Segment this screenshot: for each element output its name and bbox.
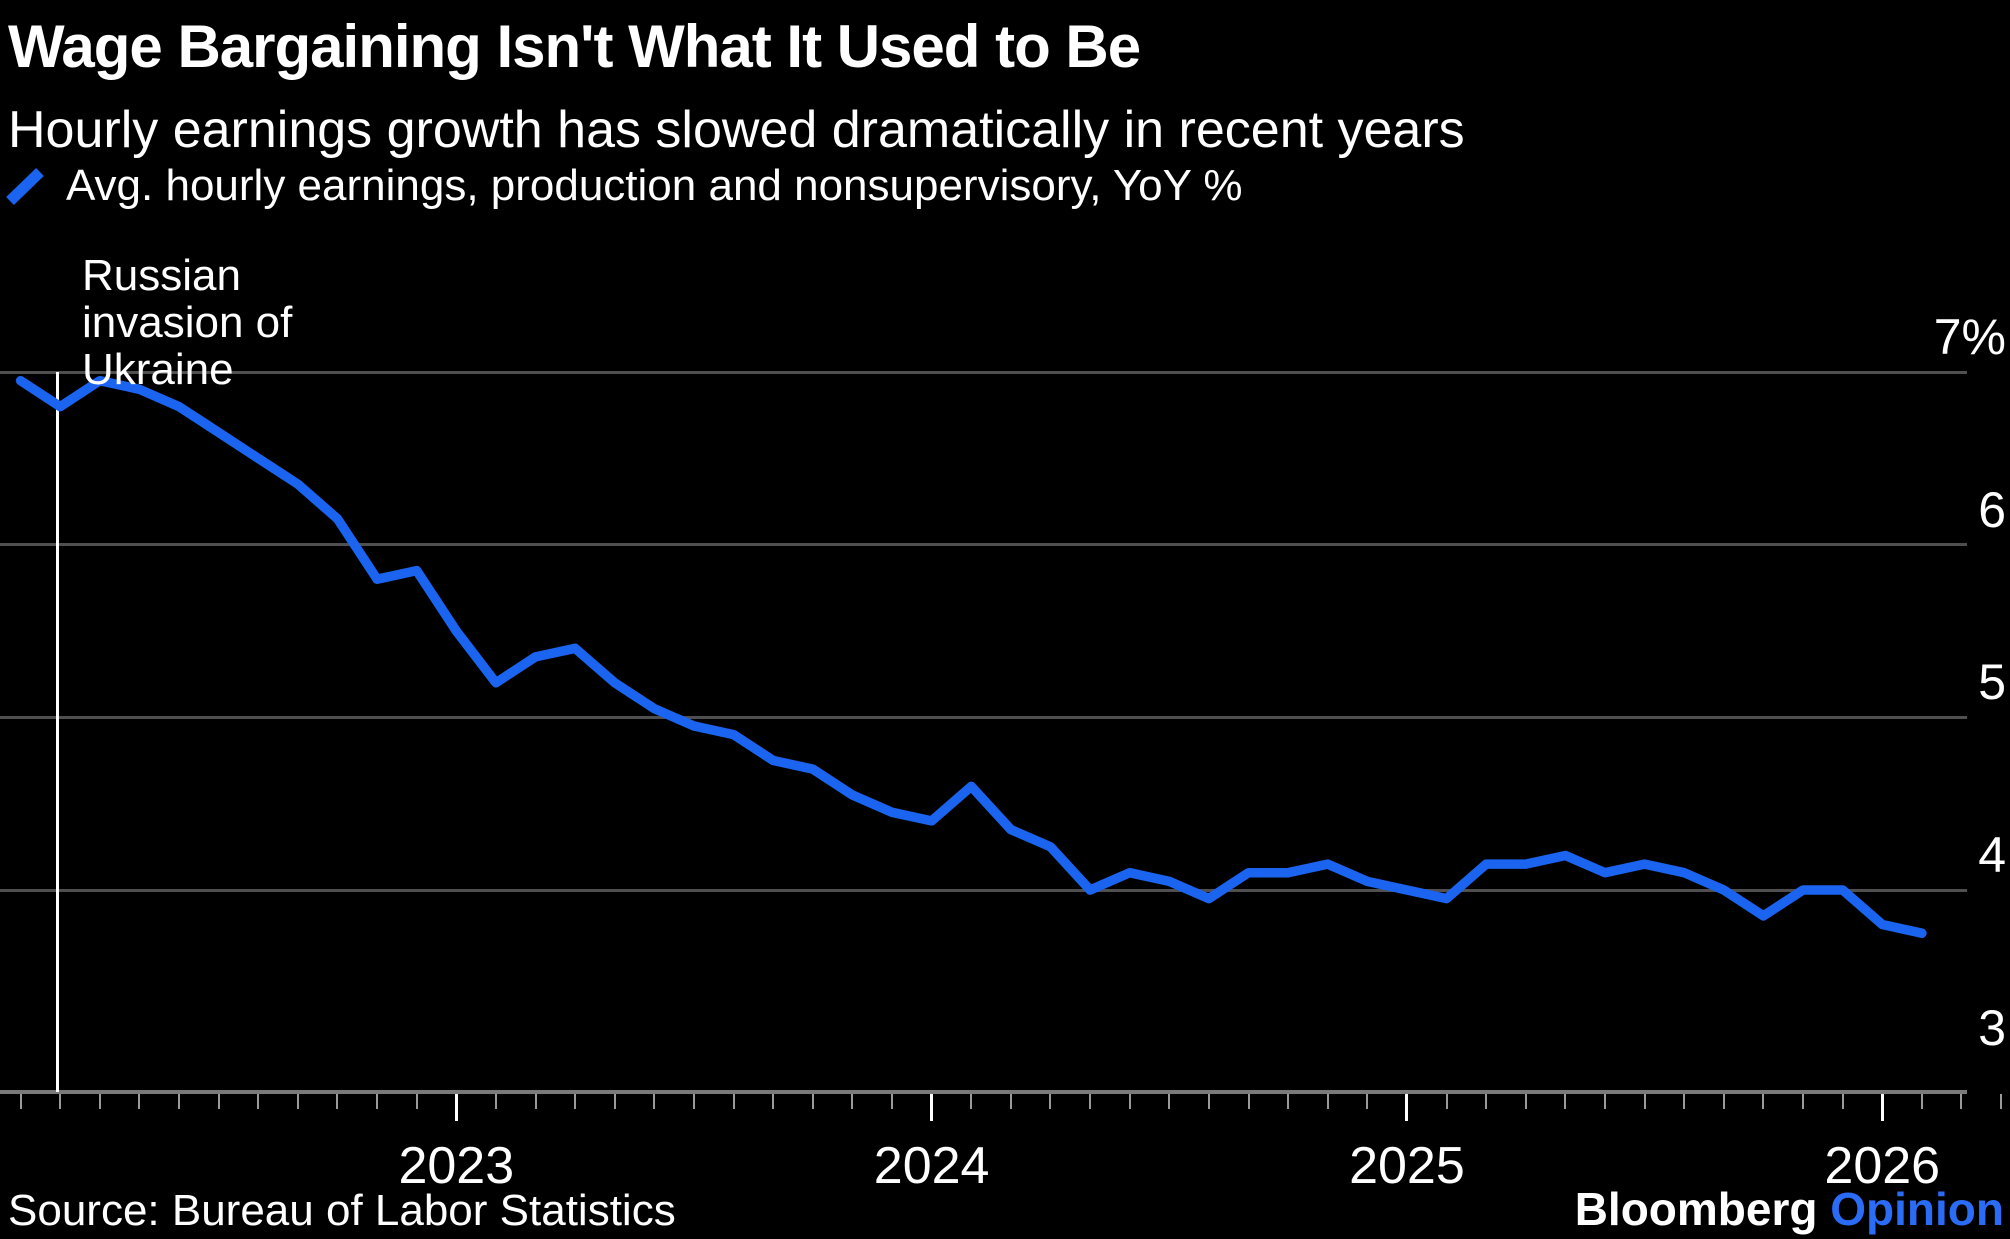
x-major-tick-2025 (1405, 1094, 1409, 1121)
x-minor-tick (1247, 1094, 1250, 1109)
x-major-tick-2023 (454, 1094, 458, 1121)
x-minor-tick (574, 1094, 577, 1109)
x-minor-tick (296, 1094, 299, 1109)
x-minor-tick (1207, 1094, 1210, 1109)
x-minor-tick (59, 1094, 62, 1109)
x-minor-tick (98, 1094, 101, 1109)
x-minor-tick (1168, 1094, 1171, 1109)
x-minor-tick (257, 1094, 260, 1109)
x-minor-tick (415, 1094, 418, 1109)
legend-line-marker-icon (6, 168, 44, 205)
x-minor-tick (1841, 1094, 1844, 1109)
x-minor-tick (891, 1094, 894, 1109)
x-minor-tick (1524, 1094, 1527, 1109)
gridline-6 (0, 543, 1967, 547)
x-minor-tick (1445, 1094, 1448, 1109)
x-year-label-2024: 2024 (873, 1137, 990, 1195)
x-minor-tick (1049, 1094, 1052, 1109)
annotation-line-3: Ukraine (82, 345, 234, 394)
x-year-label-2025: 2025 (1349, 1137, 1465, 1195)
x-minor-tick (2000, 1094, 2003, 1109)
x-minor-tick (336, 1094, 339, 1109)
event-annotation-line (55, 372, 59, 1092)
x-minor-tick (653, 1094, 656, 1109)
x-minor-tick (1128, 1094, 1131, 1109)
x-minor-tick (376, 1094, 379, 1109)
x-minor-tick (1326, 1094, 1329, 1109)
x-minor-tick (1920, 1094, 1923, 1109)
x-minor-tick (1604, 1094, 1606, 1109)
x-minor-tick (1366, 1094, 1369, 1109)
page-subtitle: Hourly earnings growth has slowed dramat… (8, 101, 1465, 159)
x-minor-tick (534, 1094, 537, 1109)
x-minor-tick (811, 1094, 814, 1109)
y-axis-label-7: 7% (1933, 309, 2006, 366)
x-year-label-2023: 2023 (398, 1137, 515, 1195)
brand-name: Bloomberg (1574, 1183, 1818, 1235)
x-minor-tick (1009, 1094, 1012, 1109)
gridline-4 (0, 888, 1967, 892)
x-minor-tick (1287, 1094, 1290, 1109)
x-minor-tick (19, 1094, 22, 1109)
y-axis-label-4: 4 (1978, 827, 2006, 883)
y-axis-label-5: 5 (1978, 654, 2006, 711)
x-minor-tick (1643, 1094, 1646, 1109)
x-minor-tick (217, 1094, 220, 1109)
x-minor-tick (1485, 1094, 1488, 1109)
source-note: Source: Bureau of Labor Statistics (8, 1186, 676, 1235)
legend: Avg. hourly earnings, production and non… (6, 161, 1243, 210)
x-minor-tick (1564, 1094, 1567, 1109)
x-minor-tick (772, 1094, 775, 1109)
x-minor-tick (851, 1094, 854, 1109)
event-annotation-text: Russian invasion of Ukraine (82, 252, 292, 393)
x-minor-tick (970, 1094, 973, 1109)
annotation-line-1: Russian (82, 251, 241, 300)
x-minor-tick (1683, 1094, 1686, 1109)
x-minor-tick (138, 1094, 141, 1109)
legend-label: Avg. hourly earnings, production and non… (66, 161, 1243, 210)
x-axis-line (0, 1090, 1967, 1094)
x-minor-tick (613, 1094, 616, 1109)
x-minor-tick (732, 1094, 735, 1109)
x-minor-tick (494, 1094, 497, 1109)
bloomberg-logo: Bloomberg Opinion (1575, 1182, 2004, 1236)
x-minor-tick (1960, 1094, 1963, 1109)
gridline-7 (0, 370, 1967, 374)
x-minor-tick (1762, 1094, 1765, 1109)
brand-suffix: Opinion (1830, 1183, 2004, 1235)
annotation-line-2: invasion of (82, 298, 293, 347)
y-axis-label-6: 6 (1978, 481, 2006, 538)
x-minor-tick (178, 1094, 181, 1109)
x-year-label-2026: 2026 (1824, 1137, 1941, 1195)
gridline-5 (0, 715, 1967, 719)
x-major-tick-2026 (1880, 1094, 1884, 1121)
y-axis-label-3: 3 (1978, 999, 2006, 1056)
earnings-line (15, 375, 1927, 938)
x-minor-tick (1802, 1094, 1805, 1109)
x-major-tick-2024 (930, 1094, 934, 1121)
x-minor-tick (692, 1094, 695, 1109)
page-title: Wage Bargaining Isn't What It Used to Be (8, 13, 1141, 80)
x-minor-tick (1089, 1094, 1092, 1109)
x-minor-tick (1722, 1094, 1725, 1109)
